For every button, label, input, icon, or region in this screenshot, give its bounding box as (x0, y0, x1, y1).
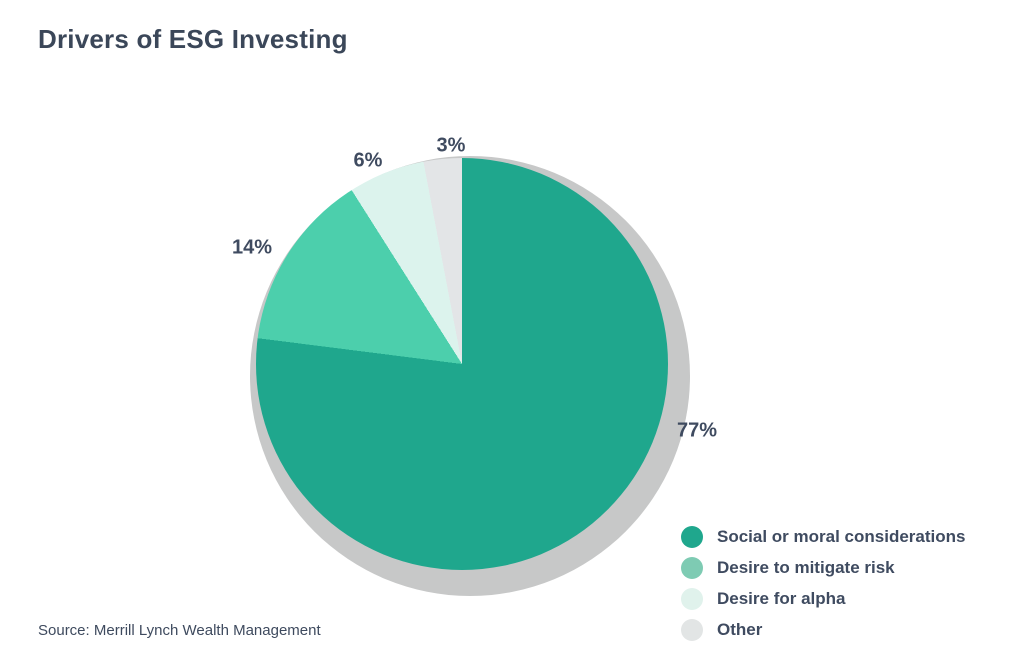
legend-label-social: Social or moral considerations (717, 527, 966, 546)
legend-label-alpha: Desire for alpha (717, 589, 846, 608)
slice-label-other: 3% (436, 134, 466, 157)
chart-title: Drivers of ESG Investing (38, 24, 348, 54)
slice-label-mitigate-risk: 14% (231, 236, 273, 259)
legend-item-social: Social or moral considerations (681, 526, 965, 548)
legend-swatch-mitigate-risk (681, 557, 703, 579)
legend-swatch-social (681, 526, 703, 548)
slice-label-social: 77% (676, 419, 718, 442)
legend-swatch-other (681, 619, 703, 641)
legend: Social or moral considerations Desire to… (681, 526, 965, 641)
legend-item-mitigate-risk: Desire to mitigate risk (681, 557, 965, 579)
legend-swatch-alpha (681, 588, 703, 610)
slice-label-alpha: 6% (353, 149, 383, 172)
legend-item-other: Other (681, 619, 965, 641)
legend-label-other: Other (717, 620, 763, 639)
legend-label-mitigate-risk: Desire to mitigate risk (717, 558, 895, 577)
legend-item-alpha: Desire for alpha (681, 588, 965, 610)
source-attribution: Source: Merrill Lynch Wealth Management (38, 622, 321, 639)
pie-chart (256, 158, 668, 570)
